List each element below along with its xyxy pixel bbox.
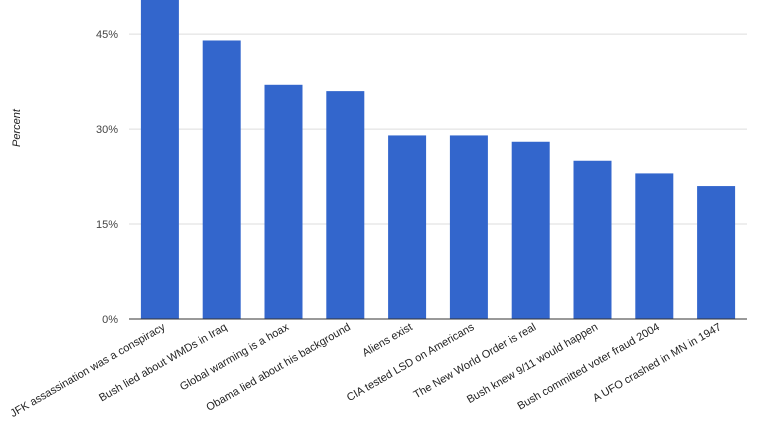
bars [140, 0, 736, 320]
y-tick-label: 0% [102, 314, 118, 326]
bar [511, 141, 550, 319]
y-tick-label: 45% [96, 29, 118, 41]
bar [202, 40, 241, 319]
bar [635, 173, 674, 319]
bar [140, 0, 179, 319]
bar [388, 135, 427, 319]
x-category-label: Global warming is a hoax [178, 321, 291, 393]
y-axis-ticks: 0% 15% 30% 45% [96, 29, 118, 326]
bar [573, 160, 612, 319]
y-tick-label: 30% [96, 124, 118, 136]
bar [697, 186, 736, 319]
x-category-label: Aliens exist [360, 321, 414, 359]
bar [264, 84, 303, 319]
bar [326, 91, 365, 320]
bar [449, 135, 488, 319]
y-axis-label: Percent [11, 108, 23, 147]
y-tick-label: 15% [96, 219, 118, 231]
